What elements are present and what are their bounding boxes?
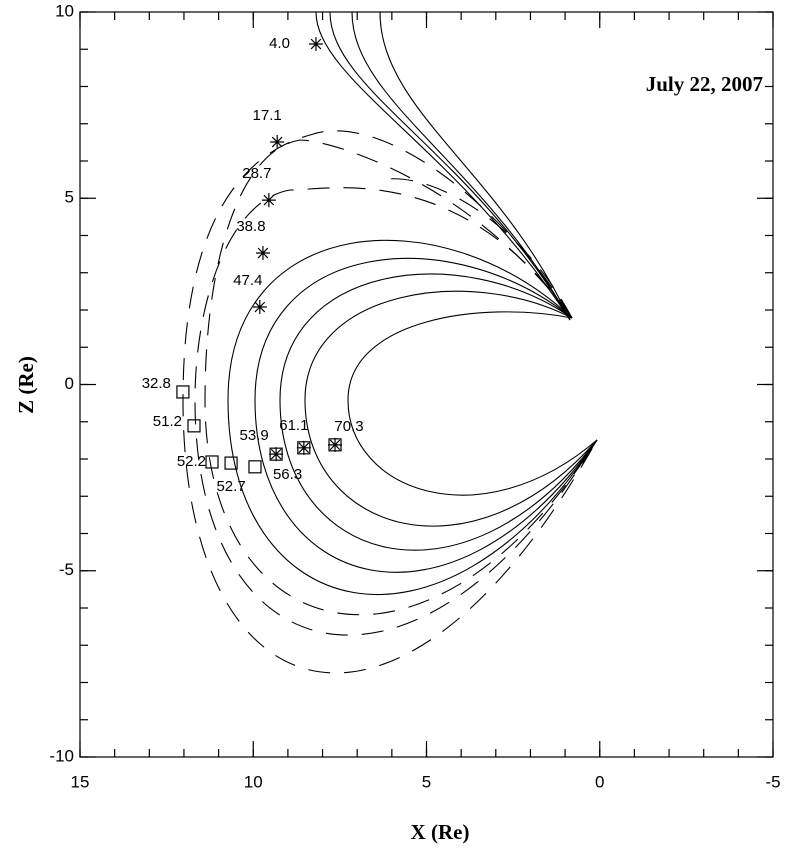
- point-label: 70.3: [334, 418, 363, 435]
- x-tick-label: 10: [244, 772, 263, 791]
- point-label: 61.1: [279, 417, 308, 434]
- point-label: 53.9: [240, 427, 269, 444]
- square-marker: [176, 385, 190, 399]
- y-tick-label: 10: [55, 1, 74, 20]
- y-tick-label: -5: [59, 560, 74, 579]
- square-marker: [205, 455, 219, 469]
- y-tick-label: -10: [49, 746, 74, 765]
- x-tick-label: -5: [765, 772, 780, 791]
- y-axis-label: Z (Re): [14, 356, 38, 414]
- field-lines: [182, 11, 598, 674]
- point-label: 38.8: [236, 218, 265, 235]
- y-tick-label: 5: [65, 188, 74, 207]
- chart-title: July 22, 2007: [646, 72, 763, 96]
- point-label: 52.2: [177, 453, 206, 470]
- point-label: 56.3: [273, 466, 302, 483]
- star-marker: [308, 37, 323, 52]
- star-marker: [328, 437, 343, 452]
- star-marker: [255, 246, 270, 261]
- point-label: 47.4: [233, 272, 262, 289]
- point-label: 17.1: [253, 107, 282, 124]
- point-label: 4.0: [269, 35, 290, 52]
- square-marker: [248, 460, 262, 474]
- point-label: 28.7: [242, 165, 271, 182]
- point-label: 32.8: [142, 375, 171, 392]
- x-tick-label: 0: [595, 772, 604, 791]
- x-tick-label: 5: [422, 772, 431, 791]
- y-tick-label: 0: [65, 374, 74, 393]
- x-axis-label: X (Re): [411, 820, 470, 844]
- plot-frame: [79, 11, 774, 758]
- point-label: 52.7: [216, 478, 245, 495]
- point-label: 51.2: [153, 413, 182, 430]
- star-marker: [270, 135, 285, 150]
- star-marker: [296, 440, 311, 455]
- square-marker: [224, 456, 238, 470]
- square-marker: [187, 419, 201, 433]
- star-marker: [261, 193, 276, 208]
- star-marker: [252, 300, 267, 315]
- x-tick-label: 15: [71, 772, 90, 791]
- star-marker: [269, 447, 284, 462]
